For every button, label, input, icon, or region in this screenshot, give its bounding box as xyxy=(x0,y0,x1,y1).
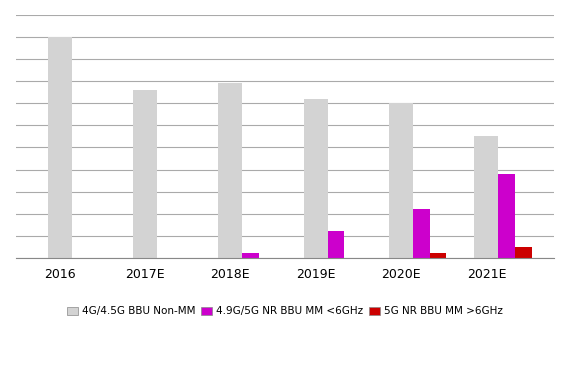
Bar xyxy=(413,209,430,258)
Bar xyxy=(328,231,344,258)
Bar xyxy=(515,247,532,258)
Bar xyxy=(430,253,446,258)
Legend: 4G/4.5G BBU Non-MM, 4.9G/5G NR BBU MM <6GHz, 5G NR BBU MM >6GHz: 4G/4.5G BBU Non-MM, 4.9G/5G NR BBU MM <6… xyxy=(63,302,507,321)
Bar xyxy=(133,90,157,258)
Bar xyxy=(218,83,242,258)
Bar xyxy=(304,99,328,258)
Bar xyxy=(498,174,515,258)
Bar xyxy=(474,136,498,258)
Bar xyxy=(48,37,72,258)
Bar xyxy=(389,103,413,258)
Bar xyxy=(242,253,259,258)
